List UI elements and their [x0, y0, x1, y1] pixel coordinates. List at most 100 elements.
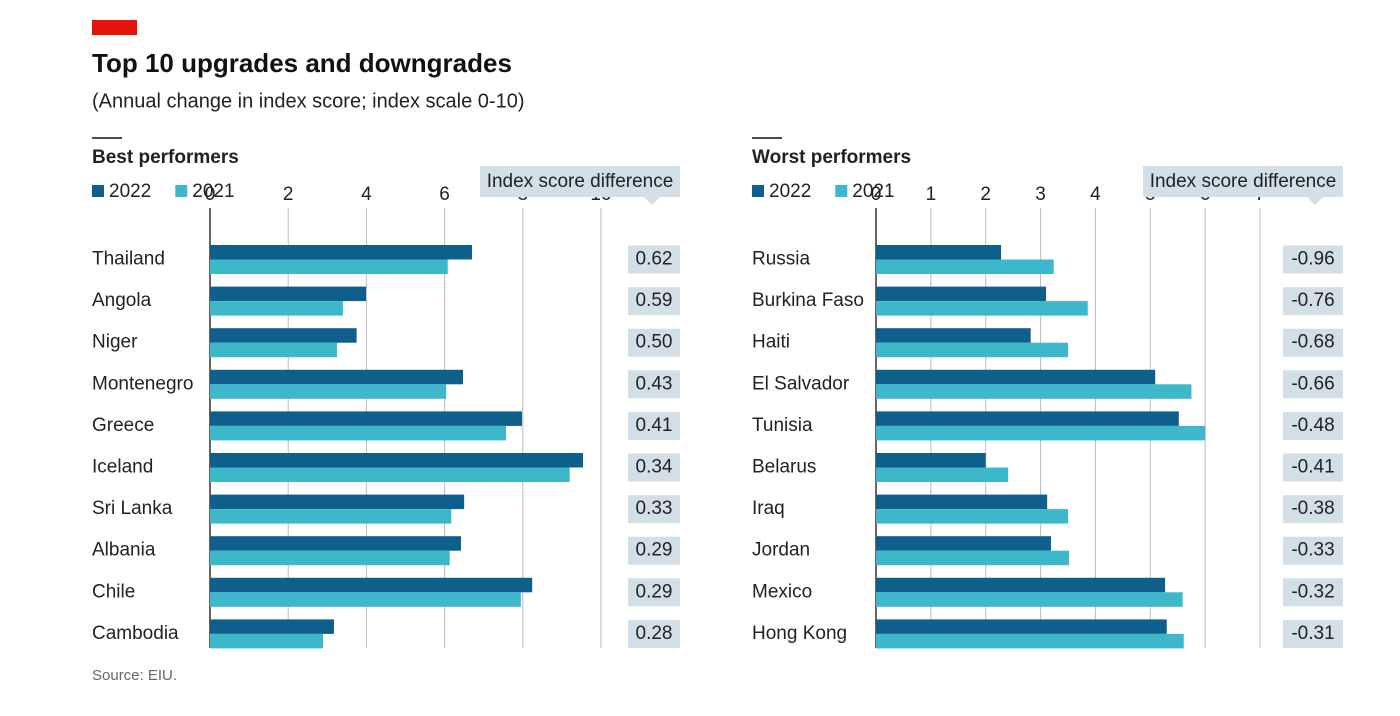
bar [876, 411, 1179, 426]
bar [210, 259, 448, 274]
bar [876, 550, 1070, 566]
diff-box [628, 370, 680, 399]
diff-value: -0.33 [1291, 540, 1334, 561]
diff-value: 0.43 [636, 373, 673, 394]
category-label: Sri Lanka [92, 498, 173, 519]
chart-title: Top 10 upgrades and downgrades [92, 48, 512, 78]
diff-box [628, 453, 680, 482]
bar [876, 536, 1051, 551]
category-label: Thailand [92, 249, 165, 270]
bar [876, 384, 1192, 399]
bar [876, 494, 1048, 510]
bar [210, 369, 463, 385]
bar [210, 411, 523, 426]
diff-value: -0.96 [1291, 249, 1334, 270]
diff-box [1283, 245, 1343, 274]
diff-value: 0.29 [636, 581, 673, 602]
diff-value: -0.68 [1291, 332, 1334, 353]
bar [210, 577, 533, 593]
diff-header-box [480, 166, 680, 205]
diff-box [628, 287, 680, 316]
category-label: Niger [92, 332, 138, 353]
bar [876, 342, 1068, 358]
diff-value: 0.34 [636, 457, 673, 478]
category-label: Haiti [752, 332, 790, 353]
x-tick-label: 4 [361, 184, 372, 205]
x-tick-label: 2 [283, 184, 294, 205]
bar [210, 301, 343, 316]
bar [876, 369, 1156, 385]
bar [210, 328, 357, 343]
diff-box [628, 245, 680, 274]
diff-value: 0.59 [636, 290, 673, 311]
bar [210, 509, 452, 524]
category-label: Burkina Faso [752, 290, 864, 311]
x-tick-label: 6 [439, 184, 450, 205]
source: Source: EIU. [92, 667, 177, 684]
diff-header: Index score difference [487, 171, 674, 192]
category-label: Iraq [752, 498, 785, 519]
category-label: Montenegro [92, 373, 193, 394]
category-label: Russia [752, 249, 811, 270]
legend-label: 2021 [852, 181, 894, 202]
diff-box [1283, 578, 1343, 607]
bar [210, 384, 447, 399]
legend-swatch [835, 185, 848, 197]
bar [210, 619, 334, 634]
diff-value: 0.33 [636, 498, 673, 519]
diff-value: -0.41 [1291, 457, 1334, 478]
x-tick-label: 3 [1035, 184, 1046, 205]
diff-header: Index score difference [1150, 171, 1337, 192]
bar [210, 425, 506, 441]
legend-label: 2022 [769, 181, 811, 202]
bar [876, 301, 1088, 316]
bar [876, 509, 1068, 524]
diff-value: -0.32 [1291, 581, 1334, 602]
category-label: Chile [92, 581, 135, 602]
diff-box [1283, 328, 1343, 357]
diff-box [628, 578, 680, 607]
diff-box [628, 328, 680, 357]
brand-bar [92, 20, 137, 35]
bar [876, 619, 1167, 634]
x-tick-label: 0 [871, 184, 882, 205]
diff-value: 0.28 [636, 623, 673, 644]
bar [876, 425, 1206, 441]
diff-value: -0.31 [1291, 623, 1334, 644]
diff-header-box [1143, 166, 1343, 205]
category-label: Albania [92, 540, 156, 561]
category-label: El Salvador [752, 373, 850, 394]
category-label: Belarus [752, 457, 816, 478]
diff-box [1283, 453, 1343, 482]
panel-title: Best performers [92, 147, 239, 168]
category-label: Cambodia [92, 623, 179, 644]
diff-value: 0.41 [636, 415, 673, 436]
bar [210, 592, 521, 607]
diff-box [628, 536, 680, 565]
diff-box [628, 495, 680, 524]
legend-swatch [175, 185, 188, 197]
x-tick-label: 0 [205, 184, 216, 205]
bar [210, 453, 584, 468]
diff-value: 0.50 [636, 332, 673, 353]
diff-value: 0.62 [636, 249, 673, 270]
category-label: Iceland [92, 457, 153, 478]
x-tick-label: 4 [1090, 184, 1101, 205]
diff-box [1283, 536, 1343, 565]
chart-subtitle: (Annual change in index score; index sca… [92, 90, 524, 112]
bar [876, 467, 1009, 482]
diff-value: -0.76 [1291, 290, 1334, 311]
bar [210, 494, 465, 510]
category-label: Jordan [752, 540, 810, 561]
bar [876, 633, 1184, 649]
category-label: Greece [92, 415, 154, 436]
diff-value: -0.38 [1291, 498, 1334, 519]
bar [210, 633, 323, 649]
bar [876, 259, 1054, 274]
bar [876, 328, 1031, 343]
legend-swatch [92, 185, 104, 197]
bar [210, 467, 570, 482]
bar [876, 453, 986, 468]
